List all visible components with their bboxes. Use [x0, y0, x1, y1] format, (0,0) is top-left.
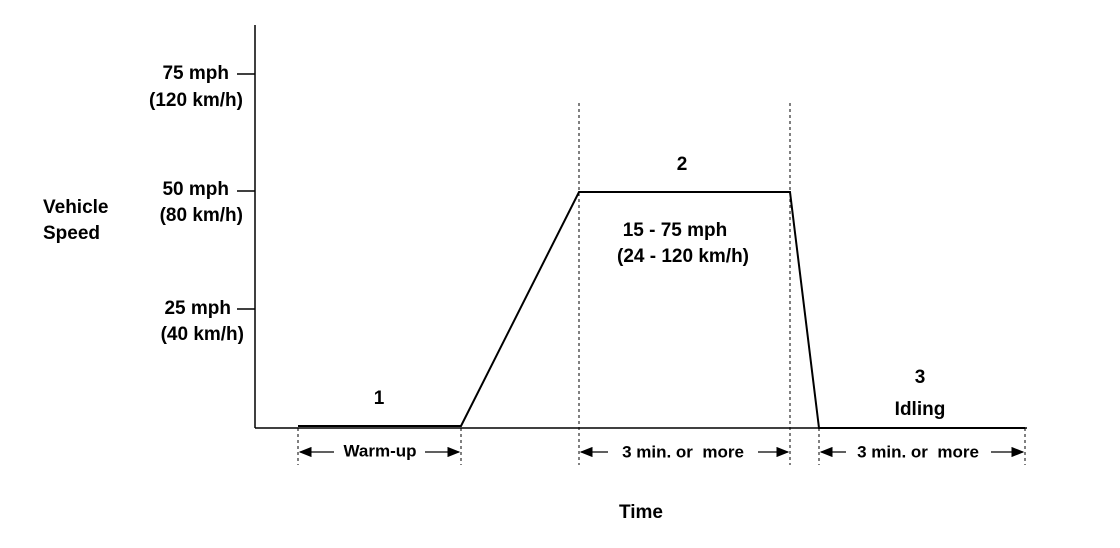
phase-number: 2: [677, 154, 688, 175]
y-title: Vehicle: [43, 197, 109, 218]
phase-number: 1: [374, 388, 385, 409]
phase-range: (24 - 120 km/h): [617, 246, 749, 267]
tick-label: (120 km/h): [149, 90, 243, 111]
phase-label: Idling: [895, 399, 946, 420]
tick-label: 75 mph: [162, 63, 229, 84]
y-title: Speed: [43, 223, 100, 244]
x-title: Time: [619, 502, 663, 523]
phase-number: 3: [915, 367, 926, 388]
duration: Warm-up: [343, 441, 416, 460]
duration: 3 min. or more: [622, 442, 744, 461]
tick-label: (80 km/h): [160, 205, 243, 226]
speed-profile: [298, 191, 1025, 429]
phase-range: 15 - 75 mph: [623, 220, 728, 241]
tick-label: (40 km/h): [161, 324, 244, 345]
tick-label: 50 mph: [162, 179, 229, 200]
tick-label: 25 mph: [164, 298, 231, 319]
duration: 3 min. or more: [857, 442, 979, 461]
guides: [297, 103, 1026, 465]
